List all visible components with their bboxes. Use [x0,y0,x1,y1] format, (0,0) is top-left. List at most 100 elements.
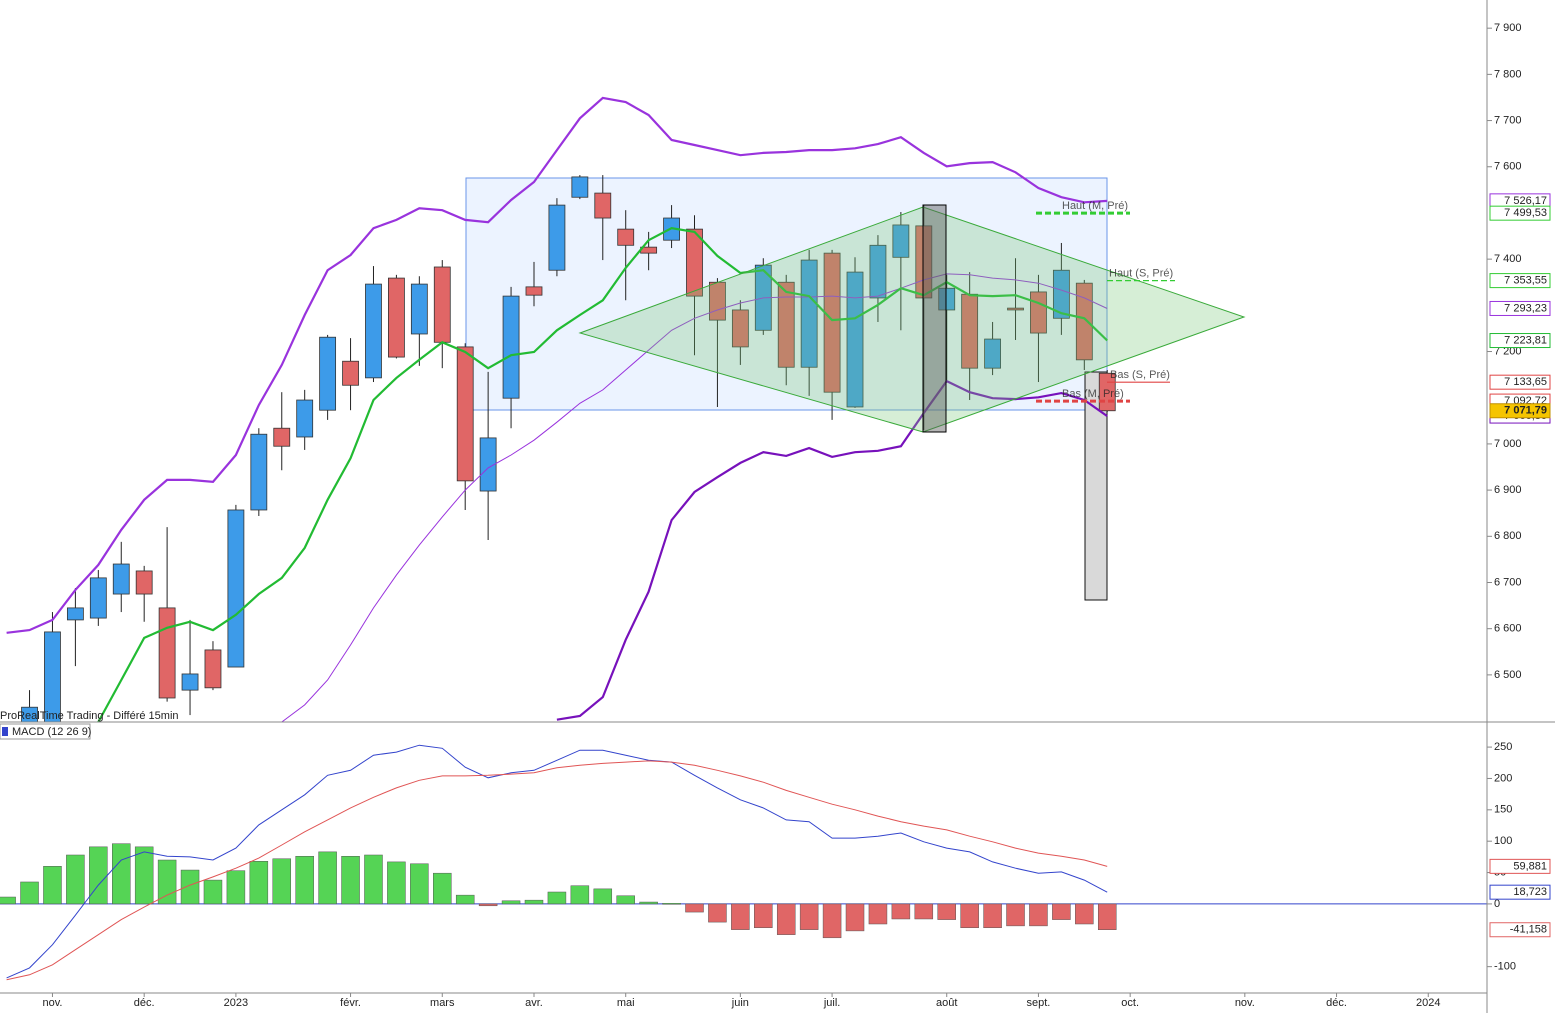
y-tick-label: 7 600 [1494,161,1522,173]
histogram-bar [112,843,131,905]
histogram-bar [272,858,292,905]
candle-body [410,283,428,335]
histogram-bar [1052,903,1071,920]
value-box [1489,884,1551,900]
histogram-bar [501,900,521,905]
overlay [578,204,1246,433]
value-label: 7 071,79 [1504,405,1547,417]
y-tick-label: 250 [1494,741,1512,753]
y-tick-label: 7 700 [1494,114,1522,126]
candle-body [456,346,474,482]
histogram-bar [134,846,154,905]
candle-body [342,360,359,386]
candle-body [938,287,956,311]
candle-body [433,266,451,343]
x-tick-label: nov. [42,997,62,1009]
macd-title-box [0,723,91,740]
y-tick-label: 150 [1494,804,1512,816]
histogram-bar [891,903,911,920]
candle-body [869,244,887,299]
histogram-bar [364,854,383,905]
histogram-bar [960,903,979,929]
indicator-line [556,379,1108,721]
x-tick-label: 2023 [224,997,248,1009]
histogram-bar [203,879,223,905]
histogram-bar [478,903,498,907]
histogram-bar [754,903,773,929]
candle-body [227,509,245,668]
macd-icon [2,727,8,736]
candle-body [892,224,910,258]
candle-body [479,437,497,492]
value-box [1489,374,1551,390]
candle-body [502,295,520,399]
candle-body [204,649,222,689]
histogram-bar [685,903,704,913]
candle-body [181,673,199,691]
candle-body [388,277,405,358]
candle-body [686,228,703,297]
value-box [1489,273,1551,289]
value-box [1489,300,1551,316]
candle-body [594,192,612,219]
x-tick-label: nov. [1235,997,1255,1009]
source-label: ProRealTime Trading - Différé 15min [0,710,179,722]
histogram-bar [455,894,475,905]
candle-body [731,309,749,348]
candle-body [158,607,176,699]
level-label: Bas (M, Pré) [1062,388,1124,400]
indicator-line [97,227,1108,722]
x-tick-label: juil. [823,997,841,1009]
y-tick-label: 7 200 [1494,345,1522,357]
y-tick-label: 7 800 [1494,68,1522,80]
x-tick-label: déc. [1326,997,1347,1009]
candle-body [548,204,566,271]
x-tick-label: août [936,997,957,1009]
histogram-bar [1097,903,1117,930]
x-tick-label: sept. [1027,997,1051,1009]
candle-body [984,338,1001,369]
indicator-line [281,273,1108,722]
histogram-bar [295,855,314,905]
macd-line [6,760,1108,981]
histogram-bar [914,903,934,920]
histogram-bar [799,903,819,930]
value-label: 7 526,17 [1504,195,1547,207]
value-label: -41,158 [1510,924,1547,936]
y-tick-label: 6 500 [1494,669,1522,681]
y-tick-label: 200 [1494,772,1512,784]
x-tick-label: avr. [525,997,543,1009]
value-label: 18,723 [1513,886,1547,898]
value-box [1489,403,1551,419]
value-label: 7 293,23 [1504,302,1547,314]
histogram-bar [524,899,544,905]
candle-body [777,281,795,368]
histogram-bar [570,885,590,905]
histogram-bar [776,903,796,935]
histogram-bar [1075,903,1094,925]
histogram-bar [731,903,750,930]
value-label: 7 499,53 [1504,207,1547,219]
y-tick-label: 100 [1494,835,1512,847]
value-label: 59,881 [1513,860,1547,872]
y-tick-label: -100 [1494,961,1516,973]
histogram-bar [89,846,108,905]
x-tick-label: oct. [1121,997,1139,1009]
value-label: 7 223,81 [1504,334,1547,346]
candle-body [135,570,153,595]
histogram-bar [433,872,452,905]
value-box [1489,858,1551,874]
histogram-bar [1029,903,1048,927]
histogram-bar [593,888,613,905]
x-tick-label: févr. [340,997,361,1009]
level-label: Haut (M, Pré) [1062,200,1128,212]
candle-body [823,252,841,393]
y-tick-label: 7 400 [1494,253,1522,265]
value-label: 7 353,55 [1504,275,1547,287]
candle-body [525,286,543,296]
macd-line [6,744,1108,979]
histogram-bar [822,903,842,939]
